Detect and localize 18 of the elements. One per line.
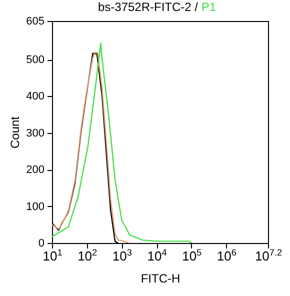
x-tick-label: 10$^{6}$ [216,248,236,264]
y-axis-title: Count [8,116,22,149]
y-tick-label: 100 [26,200,44,213]
y-tick-label: 0 [38,238,44,250]
x-tick-label: 10$^{5}$ [182,248,202,264]
text: P1 [200,0,216,14]
y-tick-label: 200 [26,164,44,176]
x-tick-label: 10$^{7.2}$ [254,248,282,264]
x-tick-label: 10$^{3}$ [112,248,132,264]
y-tick-label: 300 [26,127,44,140]
chart-title: bs-3752R-FITC-2 / [98,0,198,14]
x-tick-label: 10$^{1}$ [42,248,62,264]
x-tick-label: 10$^{2}$ [78,248,98,264]
y-tick-label: 500 [26,54,44,66]
x-axis-title: FITC-H [140,272,180,286]
y-tick-label: 400 [26,90,44,103]
y-tick-label: 605 [26,16,44,28]
x-tick-label: 10$^{4}$ [147,248,167,264]
